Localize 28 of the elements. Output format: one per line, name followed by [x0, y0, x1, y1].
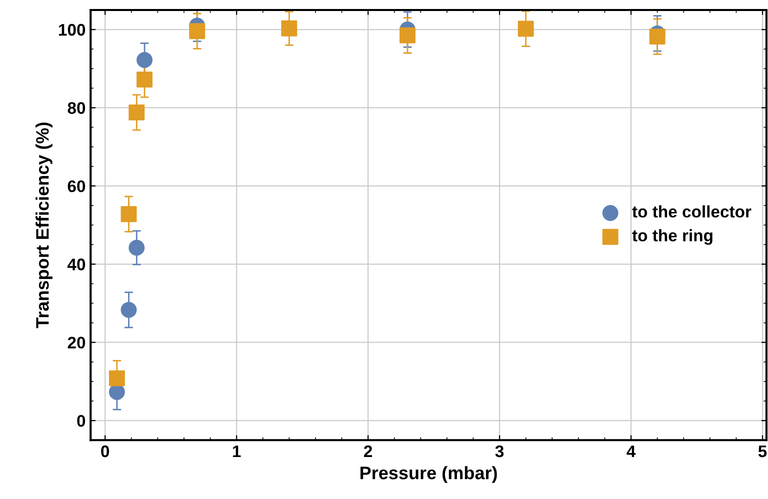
point — [518, 20, 534, 37]
x-tick-label: 0 — [101, 445, 110, 458]
point — [189, 23, 206, 40]
x-tick-label: 4 — [626, 446, 636, 458]
y-tick-label: 40 — [67, 258, 86, 270]
x-tick-label: 1 — [232, 446, 241, 458]
legend-label: to the ring — [632, 229, 712, 245]
point — [108, 370, 125, 386]
x-tick-label: 5 — [758, 446, 767, 458]
point — [128, 104, 145, 120]
point — [128, 240, 145, 256]
y-tick-label: 0 — [77, 414, 86, 427]
y-tick-label: 80 — [68, 102, 86, 114]
point — [120, 302, 137, 318]
x-tick-label: 3 — [495, 445, 504, 458]
y-tick-label: 20 — [68, 336, 86, 349]
point — [400, 27, 416, 44]
point — [108, 384, 125, 400]
point — [120, 206, 137, 222]
x-tick-label: 2 — [364, 445, 372, 458]
point — [136, 72, 153, 88]
point — [136, 52, 153, 68]
y-tick-label: 60 — [68, 180, 86, 192]
y-tick-label: 100 — [59, 24, 86, 36]
y-axis-title: Transport Efficiency (%) — [36, 122, 52, 328]
x-axis-title: Pressure (mbar) — [360, 466, 497, 483]
legend-label: to the collector — [632, 205, 752, 218]
point — [281, 20, 298, 36]
